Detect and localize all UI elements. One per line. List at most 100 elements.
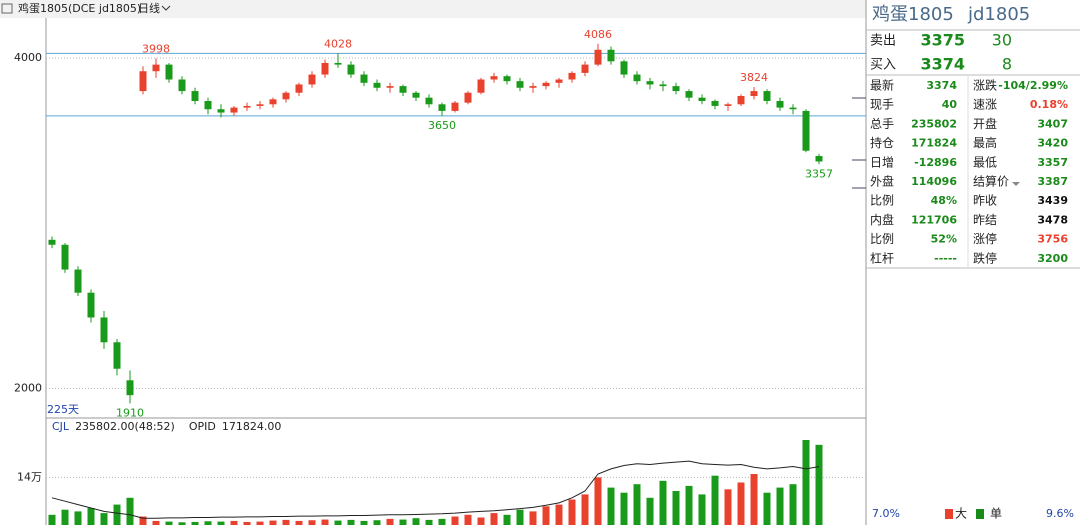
field-value: 3439	[1037, 194, 1068, 207]
candle-body	[438, 104, 446, 111]
candle-body	[464, 92, 472, 103]
field-value: 114096	[911, 175, 957, 188]
candle-body	[529, 86, 537, 88]
candle-body	[516, 81, 524, 88]
candle-body	[178, 79, 186, 92]
candle-body	[113, 342, 121, 369]
volume-bar	[438, 518, 446, 525]
volume-bar	[308, 520, 316, 525]
field-value: -12896	[914, 156, 957, 169]
volume-bar	[373, 520, 381, 525]
quote-price: 3375	[920, 31, 965, 50]
volume-bar	[321, 519, 329, 525]
candle-body	[126, 380, 134, 396]
candle-body	[282, 92, 290, 100]
field-label: 内盘	[870, 212, 894, 227]
series-value: 171824.00	[222, 420, 282, 433]
volume-bar	[269, 520, 277, 525]
volume-bar	[529, 511, 537, 525]
volume-bar	[256, 521, 264, 525]
field-label: 持仓	[870, 135, 894, 150]
volume-bar	[594, 477, 602, 525]
candle-body	[61, 244, 69, 270]
field-value: 171824	[911, 137, 957, 150]
candle-body	[763, 91, 771, 101]
candle-body	[204, 100, 212, 110]
field-label: 最高	[973, 135, 997, 150]
field-label: 外盘	[870, 174, 894, 189]
volume-bar	[620, 492, 628, 525]
field-value: 3407	[1037, 117, 1068, 130]
candle-body	[607, 49, 615, 62]
candle-body	[776, 100, 784, 108]
quote-price: 3374	[920, 55, 965, 74]
volume-bar	[659, 480, 667, 525]
dropdown-arrow	[1012, 182, 1020, 186]
volume-bar	[724, 489, 732, 525]
field-value: 235802	[911, 117, 957, 130]
opi-line	[51, 460, 820, 519]
footer-left: 7.0%	[872, 507, 900, 520]
candle-body	[542, 82, 550, 87]
period[interactable]: 日线	[138, 1, 160, 15]
volume-bar	[464, 514, 472, 525]
volume-bar	[113, 504, 121, 525]
candle-body	[321, 62, 329, 75]
field-value: 48%	[931, 194, 957, 207]
field-label: 开盘	[973, 116, 997, 131]
y-tick-label: 14万	[17, 470, 42, 483]
candle-body	[360, 74, 368, 83]
price-label: 3824	[740, 71, 768, 84]
volume-bar	[425, 519, 433, 525]
candle-body	[191, 91, 199, 101]
volume-bar	[412, 518, 420, 525]
field-value: 121706	[911, 213, 957, 226]
candle-body	[373, 82, 381, 88]
field-label: 最新	[870, 78, 894, 93]
volume-bar	[360, 520, 368, 525]
volume-bar	[243, 521, 251, 525]
volume-bar	[789, 484, 797, 525]
candle-body	[659, 84, 667, 87]
volume-bar	[477, 517, 485, 525]
candle-body	[685, 91, 693, 98]
volume-bar	[750, 474, 758, 525]
field-label: 比例	[870, 194, 894, 208]
candle-body	[308, 74, 316, 85]
volume-bar	[100, 513, 108, 525]
quote-label: 卖出	[870, 34, 896, 49]
volume-bar	[139, 516, 147, 525]
volume-bar	[334, 520, 342, 525]
volume-bar	[685, 485, 693, 525]
candle-body	[152, 64, 160, 72]
top-bar	[0, 0, 866, 18]
field-value: 3374	[926, 79, 957, 92]
price-label: 3650	[428, 119, 456, 132]
price-label: 3998	[142, 42, 170, 55]
volume-bar	[282, 519, 290, 525]
dropdown-arrow[interactable]	[161, 5, 171, 11]
candle-body	[568, 72, 576, 80]
price-label: 1910	[116, 406, 144, 419]
volume-bar	[74, 511, 82, 525]
candle-body	[425, 97, 433, 105]
legend-swatch	[976, 509, 984, 519]
candle-body	[503, 76, 511, 82]
volume-bar	[178, 522, 186, 525]
field-label: 杠杆	[870, 250, 894, 265]
volume-bar	[503, 514, 511, 525]
volume-bar	[516, 509, 524, 525]
candle-body	[412, 92, 420, 98]
candle-body	[490, 76, 498, 80]
volume-bar	[230, 520, 238, 525]
candle-body	[646, 81, 654, 85]
field-label: 昨收	[973, 194, 997, 208]
field-label: 总手	[870, 117, 894, 131]
volume-bar	[815, 444, 823, 525]
candle-body	[74, 269, 82, 293]
quote-label: 买入	[870, 58, 896, 73]
candle-body	[295, 84, 303, 93]
volume-bar	[165, 521, 173, 525]
field-value: -----	[934, 252, 957, 265]
